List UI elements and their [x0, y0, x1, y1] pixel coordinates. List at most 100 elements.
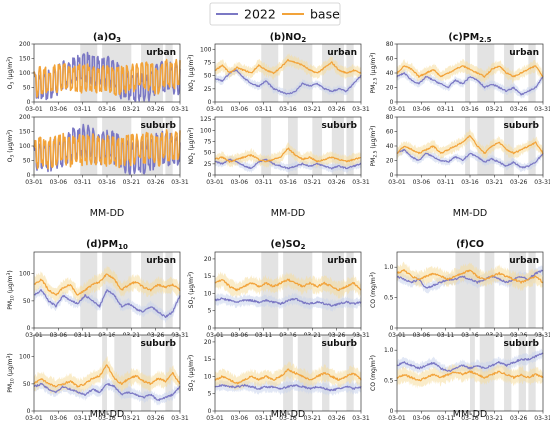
site-label: urban	[327, 256, 357, 266]
x-tick-label: 03-06	[231, 179, 249, 186]
y-tick-label: 40	[386, 70, 394, 77]
shaded-period	[261, 117, 271, 175]
shaded-period	[141, 335, 151, 411]
y-axis-label: PM10 (μg/m3)	[6, 353, 16, 393]
y-tick-label: 0.5	[384, 378, 394, 385]
shaded-period	[484, 252, 495, 328]
x-tick-label: 03-11	[255, 179, 273, 186]
site-label: urban	[146, 256, 176, 266]
shaded-period	[165, 44, 173, 102]
series-line-base	[214, 147, 362, 163]
shaded-period	[528, 252, 536, 328]
y-tick-label: 0	[390, 408, 394, 415]
panel-title: (d)PM10	[86, 239, 128, 251]
x-tick-label: 03-16	[461, 415, 479, 422]
x-tick-label: 03-26	[147, 332, 165, 339]
x-tick-label: 03-26	[147, 179, 165, 186]
x-tick-label: 03-06	[50, 332, 68, 339]
site-label: urban	[509, 256, 539, 266]
uncertainty-band	[215, 271, 361, 299]
x-tick-label: 03-16	[98, 179, 116, 186]
subplot-suburb: 0 50 100 03-01 03-06 03-11 03-16 03-21 03-26 03-3…	[6, 334, 189, 422]
y-tick-label: 200	[19, 41, 31, 48]
y-axis-label: PM2.5 (μg/m3)	[369, 126, 379, 167]
x-tick-label: 03-11	[74, 332, 92, 339]
x-axis-label: MM-DD	[453, 409, 487, 420]
series-line-base	[214, 58, 362, 75]
x-tick-label: 03-31	[352, 415, 370, 422]
y-tick-label: 0	[208, 172, 212, 179]
legend-box	[209, 2, 341, 26]
y-tick-label: 0	[390, 99, 394, 106]
x-tick-label: 03-26	[510, 415, 528, 422]
x-tick-label: 03-21	[123, 106, 141, 113]
y-tick-label: 150	[19, 129, 31, 136]
panel-title: (e)SO2	[271, 239, 306, 251]
x-tick-label: 03-21	[486, 106, 504, 113]
panel-title: (f)CO	[456, 239, 484, 250]
x-tick-label: 03-11	[255, 415, 273, 422]
y-axis-label: O3 (μg/m3)	[6, 57, 16, 90]
y-tick-label: 150	[19, 56, 31, 63]
x-tick-label: 03-06	[413, 332, 431, 339]
y-axis-label: CO (mg/m3)	[369, 272, 377, 308]
y-axis-label: SO2 (μg/m3)	[187, 272, 197, 308]
x-tick-label: 03-11	[74, 106, 92, 113]
x-tick-label: 03-21	[304, 179, 322, 186]
panel-co: (f)CO 0 0.5 1.0 03-01 03-06 03-11 03-16 03-21 03-…	[369, 239, 550, 422]
x-tick-label: 03-11	[74, 415, 92, 422]
x-tick-label: 03-26	[510, 106, 528, 113]
site-label: suburb	[504, 339, 540, 349]
y-axis-label: PM10 (μg/m3)	[6, 270, 16, 310]
x-tick-label: 03-26	[328, 332, 346, 339]
subplot-urban: 0 25 50 75 100 03-01 03-06 03-11 03-16 03-21 03-26…	[187, 43, 370, 113]
panel-title: (c)PM2.5	[448, 32, 491, 44]
uncertainty-band	[397, 362, 543, 389]
y-tick-label: 15	[204, 356, 212, 363]
x-tick-label: 03-16	[279, 415, 297, 422]
x-tick-label: 03-26	[328, 415, 346, 422]
uncertainty-band	[397, 261, 543, 291]
y-tick-label: 100	[200, 46, 212, 53]
uncertainty-band	[397, 58, 543, 83]
x-tick-label: 03-06	[413, 106, 431, 113]
panel-no2: (b)NO2 0 25 50 75 100 03-01 03-06 03-11 03-16 03-2…	[187, 32, 370, 219]
x-tick-label: 03-26	[147, 106, 165, 113]
x-tick-label: 03-11	[437, 179, 455, 186]
x-tick-label: 03-11	[437, 415, 455, 422]
x-tick-label: 03-06	[50, 106, 68, 113]
series-line-base	[33, 273, 181, 296]
shaded-period	[528, 44, 536, 102]
x-tick-label: 03-26	[147, 415, 165, 422]
series-line-2022	[214, 297, 362, 307]
y-tick-label: 75	[204, 59, 212, 66]
series-line-2022	[396, 148, 544, 169]
y-tick-label: 50	[23, 298, 31, 305]
shaded-period	[283, 252, 313, 328]
x-tick-label: 03-16	[98, 332, 116, 339]
x-tick-label: 03-11	[255, 332, 273, 339]
site-label: urban	[146, 48, 176, 58]
x-tick-label: 03-26	[328, 106, 346, 113]
x-tick-label: 03-06	[413, 179, 431, 186]
series-line-base	[214, 278, 362, 292]
x-tick-label: 03-21	[304, 415, 322, 422]
x-tick-label: 03-16	[98, 415, 116, 422]
series-line-2022	[396, 72, 544, 96]
y-tick-label: 60	[386, 129, 394, 136]
y-tick-label: 0	[27, 99, 31, 106]
subplot-urban: 0 20 40 60 80 03-01 03-06 03-11 03-16 03-21 03-26 0…	[369, 41, 550, 113]
x-tick-label: 03-31	[352, 179, 370, 186]
series-line-base	[396, 370, 544, 382]
y-tick-label: 20	[204, 256, 212, 263]
x-tick-label: 03-16	[279, 179, 297, 186]
y-tick-label: 0	[27, 325, 31, 332]
x-tick-label: 03-31	[534, 106, 550, 113]
series-line-base	[33, 364, 181, 388]
uncertainty-band	[34, 284, 180, 324]
x-tick-label: 03-01	[206, 415, 224, 422]
shaded-period	[288, 117, 298, 175]
